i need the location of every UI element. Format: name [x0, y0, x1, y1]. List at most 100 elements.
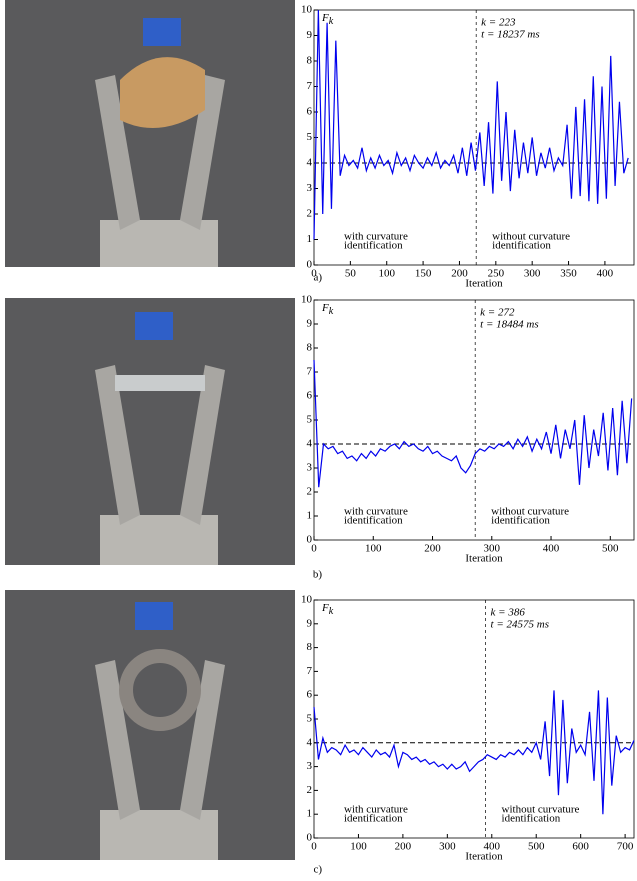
- finger: [95, 75, 140, 230]
- region-label: without curvature: [502, 804, 580, 816]
- y-tick-label: 9: [307, 318, 313, 330]
- plot-frame: [313, 599, 635, 839]
- x-tick-label: 700: [617, 841, 634, 853]
- region-label: without curvature: [492, 231, 570, 243]
- y-tick-label: 7: [307, 665, 313, 677]
- panel-label: a): [313, 272, 322, 284]
- split-annotation: k = 272: [480, 307, 515, 319]
- y-tick-label: 2: [307, 486, 313, 498]
- y-tick-label: 0: [307, 534, 313, 546]
- photo-b: [5, 298, 295, 565]
- y-tick-label: 0: [307, 832, 313, 844]
- plot-frame: [313, 299, 635, 541]
- region-label: identification: [502, 813, 561, 825]
- finger: [95, 365, 140, 525]
- y-tick-label: 8: [307, 55, 313, 67]
- y-tick-label: 10: [301, 594, 313, 606]
- x-tick-label: 100: [365, 543, 382, 555]
- y-axis-label-sub: k: [329, 306, 334, 317]
- object: [120, 57, 205, 129]
- split-annotation: k = 223: [481, 17, 516, 29]
- logo: [135, 602, 173, 630]
- region-label: without curvature: [491, 506, 569, 518]
- y-axis-label-sub: k: [329, 16, 334, 27]
- x-tick-label: 500: [602, 543, 619, 555]
- x-tick-label: 400: [484, 841, 501, 853]
- split-annotation: t = 18484 ms: [480, 319, 538, 331]
- split-annotation: t = 24575 ms: [491, 619, 549, 631]
- object: [115, 375, 205, 391]
- x-axis-label: Iteration: [465, 553, 503, 565]
- y-tick-label: 1: [307, 233, 313, 245]
- y-tick-label: 3: [307, 462, 313, 474]
- y-axis-label-base: F: [321, 12, 329, 24]
- data-line: [313, 9, 629, 240]
- finger: [180, 660, 225, 820]
- panel-label: c): [313, 864, 322, 876]
- y-tick-label: 10: [301, 294, 313, 306]
- photo-a: [5, 0, 295, 267]
- y-tick-label: 7: [307, 366, 313, 378]
- x-tick-label: 200: [451, 268, 468, 280]
- panel-label: b): [313, 569, 323, 581]
- y-tick-label: 8: [307, 342, 313, 354]
- y-tick-label: 2: [307, 208, 313, 220]
- photo-c: [5, 590, 295, 860]
- y-tick-label: 10: [301, 4, 313, 16]
- region-label: with curvature: [344, 506, 408, 518]
- y-tick-label: 7: [307, 80, 313, 92]
- data-line: [313, 359, 633, 488]
- y-axis-label-base: F: [321, 602, 329, 614]
- y-tick-label: 6: [307, 390, 313, 402]
- y-tick-label: 3: [307, 182, 313, 194]
- region-label: identification: [492, 240, 551, 252]
- y-tick-label: 5: [307, 131, 313, 143]
- y-axis-label-base: F: [321, 302, 329, 314]
- y-tick-label: 5: [307, 713, 313, 725]
- y-tick-label: 4: [307, 736, 313, 748]
- x-tick-label: 400: [597, 268, 614, 280]
- x-axis-label: Iteration: [465, 278, 503, 290]
- y-axis-label: Fk: [321, 302, 334, 318]
- region-label: identification: [344, 813, 403, 825]
- x-tick-label: 50: [345, 268, 357, 280]
- y-tick-label: 9: [307, 617, 313, 629]
- x-tick-label: 600: [572, 841, 589, 853]
- region-label: identification: [344, 240, 403, 252]
- logo: [135, 312, 173, 340]
- x-tick-label: 300: [484, 543, 501, 555]
- y-tick-label: 1: [307, 510, 313, 522]
- y-axis-label: Fk: [321, 602, 334, 618]
- y-tick-label: 5: [307, 414, 313, 426]
- x-axis-label: Iteration: [465, 851, 503, 863]
- x-tick-label: 300: [524, 268, 541, 280]
- y-tick-label: 9: [307, 29, 313, 41]
- region-label: identification: [344, 515, 403, 527]
- x-tick-label: 0: [311, 841, 317, 853]
- x-tick-label: 250: [488, 268, 505, 280]
- x-tick-label: 200: [424, 543, 441, 555]
- x-tick-label: 0: [311, 268, 317, 280]
- y-axis-label-sub: k: [329, 606, 334, 617]
- logo: [143, 18, 181, 46]
- x-tick-label: 300: [439, 841, 456, 853]
- finger: [180, 365, 225, 525]
- y-tick-label: 1: [307, 808, 313, 820]
- x-tick-label: 500: [528, 841, 545, 853]
- y-tick-label: 4: [307, 438, 313, 450]
- finger: [180, 75, 225, 230]
- x-tick-label: 0: [311, 543, 317, 555]
- x-tick-label: 200: [395, 841, 412, 853]
- region-label: with curvature: [344, 804, 408, 816]
- y-tick-label: 3: [307, 760, 313, 772]
- y-tick-label: 6: [307, 689, 313, 701]
- x-tick-label: 150: [415, 268, 432, 280]
- y-tick-label: 4: [307, 157, 313, 169]
- finger: [95, 660, 140, 820]
- x-tick-label: 350: [560, 268, 577, 280]
- region-label: with curvature: [344, 231, 408, 243]
